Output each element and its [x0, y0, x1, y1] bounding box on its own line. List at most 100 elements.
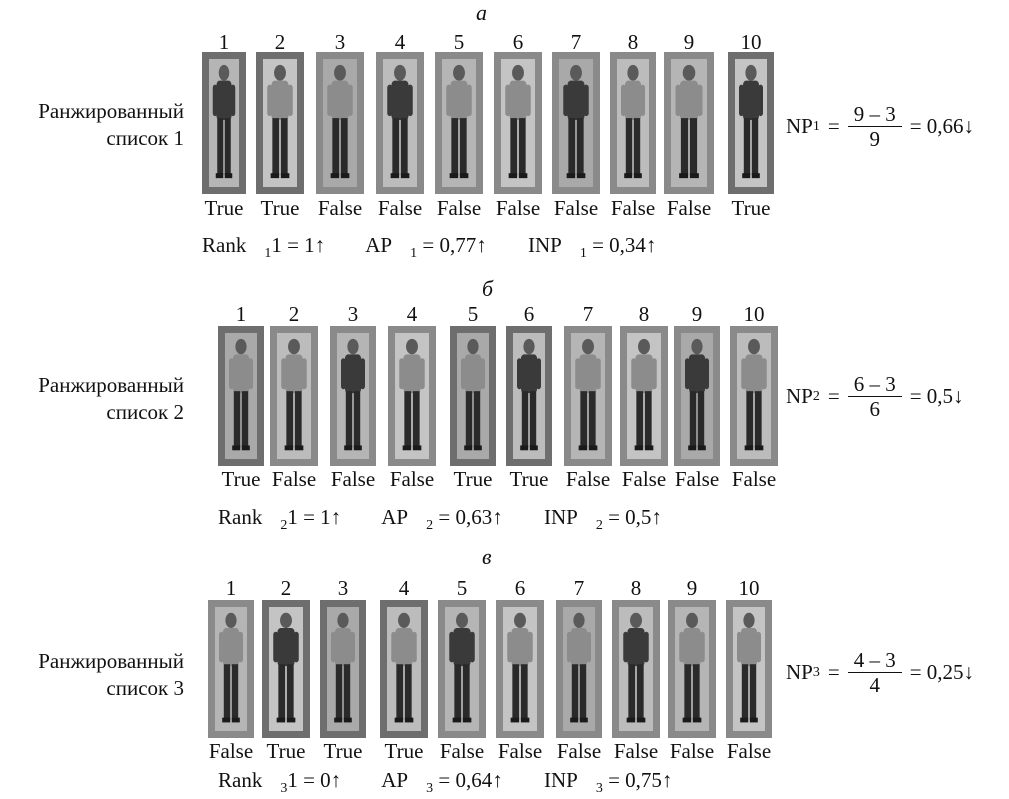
person-figure-icon — [559, 59, 593, 187]
np-fraction: 6 – 3 6 — [847, 372, 902, 421]
person-figure-icon — [675, 607, 709, 731]
np-result: = 0,25↓ — [909, 660, 975, 684]
verdict-label: False — [556, 739, 602, 763]
panel-a: а Ранжированный список 1 1 2 3 4 5 6 7 8 9 10 — [0, 0, 1009, 262]
person-figure-icon — [277, 333, 311, 459]
verdict-label: False — [731, 467, 777, 491]
person-figure-icon — [671, 59, 707, 187]
np-numerator: 6 – 3 — [847, 372, 902, 397]
person-figure-icon — [571, 333, 605, 459]
person-figure-icon — [737, 333, 771, 459]
verdict-label: True — [266, 739, 306, 763]
person-thumbnail — [316, 52, 364, 194]
person-thumbnail — [496, 600, 544, 738]
person-figure-icon — [617, 59, 649, 187]
person-thumbnail — [208, 600, 254, 738]
rank-number: 1 — [218, 30, 230, 54]
person-figure-icon — [215, 607, 247, 731]
np-name: NP — [786, 384, 813, 408]
ap-metric: AP 1 = 0,77↑ — [365, 233, 487, 262]
person-thumbnail — [270, 326, 318, 466]
verdict-label: False — [208, 739, 254, 763]
verdict-label: True — [731, 196, 771, 220]
person-figure-icon — [681, 333, 713, 459]
verdict-label: False — [565, 467, 611, 491]
verdict-label: False — [621, 467, 667, 491]
panel-letter: в — [482, 544, 492, 569]
person-thumbnail — [380, 600, 428, 738]
label-line-1: Ранжированный — [38, 99, 184, 123]
rank-number: 5 — [453, 30, 465, 54]
person-thumbnail — [730, 326, 778, 466]
rank1-metric: Rank 11 = 1↑ — [202, 233, 326, 262]
verdict-label: False — [436, 196, 482, 220]
person-figure-icon — [445, 607, 479, 731]
person-figure-icon — [337, 333, 369, 459]
rank-number: 9 — [691, 302, 703, 326]
rank-number: 10 — [743, 302, 765, 326]
person-figure-icon — [225, 333, 257, 459]
verdict-label: True — [509, 467, 549, 491]
person-figure-icon — [442, 59, 476, 187]
person-figure-icon — [395, 333, 429, 459]
rank-number: 6 — [523, 302, 535, 326]
person-figure-icon — [501, 59, 535, 187]
rank-number: 3 — [347, 302, 359, 326]
np-formula: NP 2 = 6 – 3 6 = 0,5↓ — [786, 372, 964, 421]
rank-number: 3 — [334, 30, 346, 54]
person-figure-icon — [327, 607, 359, 731]
person-figure-icon — [209, 59, 239, 187]
person-figure-icon — [735, 59, 767, 187]
person-thumbnail — [612, 600, 660, 738]
metrics-line: Rank 11 = 1↑ AP 1 = 0,77↑ INP 1 = 0,34↑ — [202, 233, 692, 262]
np-denominator: 6 — [869, 397, 880, 421]
inp-metric: INP 3 = 0,75↑ — [543, 768, 673, 797]
verdict-label: True — [323, 739, 363, 763]
panel-c: в Ранжированный список 3 1 2 3 4 5 6 7 8 9 10 — [0, 544, 1009, 799]
verdict-label: False — [439, 739, 485, 763]
verdict-label: False — [389, 467, 435, 491]
np-sub: 1 — [812, 118, 820, 134]
person-thumbnail — [435, 52, 483, 194]
person-thumbnail — [728, 52, 774, 194]
person-thumbnail — [320, 600, 366, 738]
person-figure-icon — [503, 607, 537, 731]
panel-b: б Ранжированный список 2 1 2 3 4 5 6 7 8 9 10 — [0, 272, 1009, 534]
verdict-label: True — [453, 467, 493, 491]
rank-number: 4 — [394, 30, 406, 54]
person-figure-icon — [627, 333, 661, 459]
rank-number: 2 — [280, 576, 292, 600]
person-thumbnail — [610, 52, 656, 194]
rank-number: 1 — [225, 576, 237, 600]
verdict-label: False — [726, 739, 772, 763]
np-numerator: 4 – 3 — [847, 648, 902, 673]
ranked-list-label: Ранжированный список 3 — [4, 648, 184, 702]
rank-number: 8 — [627, 30, 639, 54]
verdict-label: False — [317, 196, 363, 220]
verdict-label: False — [495, 196, 541, 220]
verdict-label: False — [669, 739, 715, 763]
person-figure-icon — [387, 607, 421, 731]
metrics-line: Rank 31 = 0↑ AP 3 = 0,64↑ INP 3 = 0,75↑ — [218, 768, 708, 797]
rank-number: 9 — [686, 576, 698, 600]
rank-number: 8 — [630, 576, 642, 600]
metrics-line: Rank 21 = 1↑ AP 2 = 0,63↑ INP 2 = 0,5↑ — [218, 505, 698, 534]
person-figure-icon — [563, 607, 595, 731]
ap-metric: AP 3 = 0,64↑ — [381, 768, 503, 797]
rank-number: 10 — [738, 576, 760, 600]
label-line-2: список 2 — [106, 400, 184, 424]
rank-number: 7 — [570, 30, 582, 54]
verdict-label: False — [613, 739, 659, 763]
person-figure-icon — [619, 607, 653, 731]
verdict-label: False — [666, 196, 712, 220]
person-thumbnail — [376, 52, 424, 194]
rank-number: 4 — [398, 576, 410, 600]
person-figure-icon — [457, 333, 489, 459]
person-figure-icon — [733, 607, 765, 731]
inp-metric: INP 1 = 0,34↑ — [527, 233, 657, 262]
rank-number: 5 — [467, 302, 479, 326]
rank-number: 1 — [235, 302, 247, 326]
person-thumbnail — [494, 52, 542, 194]
person-figure-icon — [513, 333, 545, 459]
rank-number: 2 — [274, 30, 286, 54]
